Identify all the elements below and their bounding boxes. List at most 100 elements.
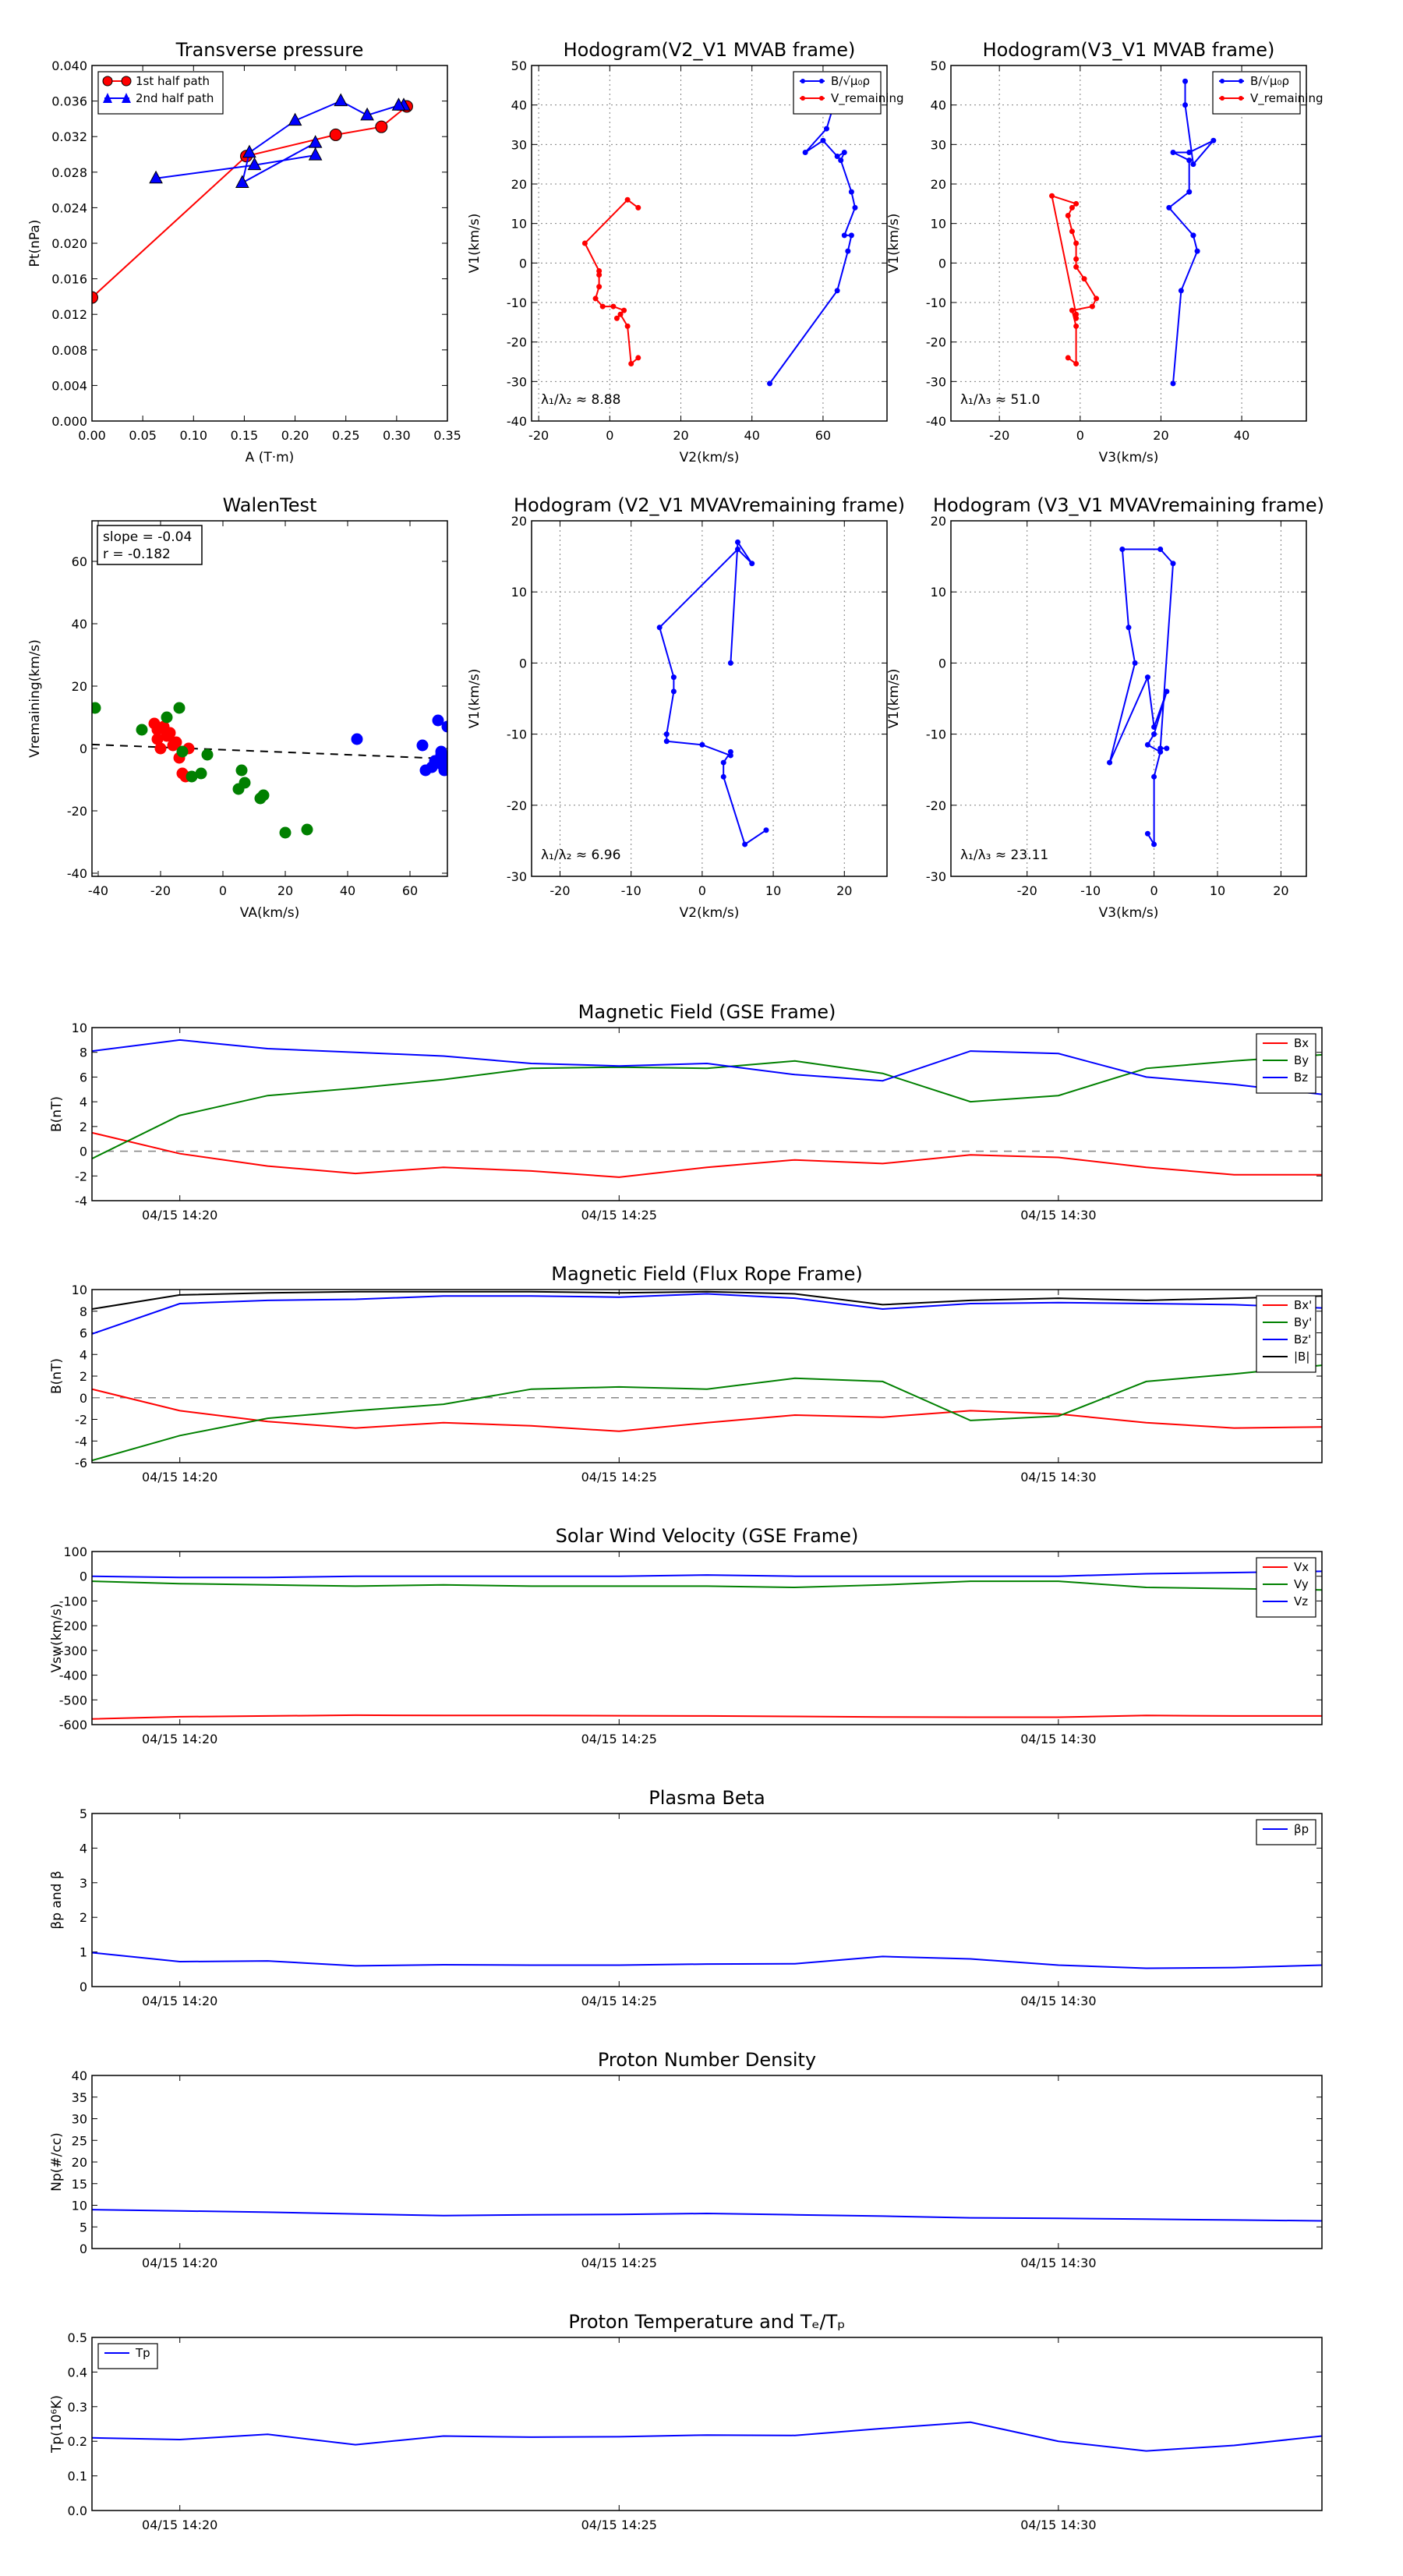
x-tick-label: 20 <box>277 883 293 898</box>
series-pt-0 <box>92 2421 1322 2452</box>
data-point <box>247 157 262 171</box>
data-point <box>1073 240 1080 246</box>
axes-frame <box>531 65 888 422</box>
x-tick-label: 40 <box>340 883 355 898</box>
x-tick-label: 0 <box>1076 428 1084 443</box>
data-point <box>617 311 624 317</box>
data-point <box>1186 189 1193 195</box>
legend-label: V_remaining <box>1250 91 1323 106</box>
plot-area <box>92 1951 1322 1969</box>
series-line <box>92 1039 1322 1095</box>
series-line <box>92 1293 1322 1335</box>
data-point <box>838 157 844 164</box>
series-mf-2 <box>92 1039 1322 1095</box>
data-point <box>852 204 858 211</box>
y-tick-label: 40 <box>72 617 87 632</box>
y-tick-label: 0.0 <box>68 2503 87 2518</box>
data-point <box>727 752 733 759</box>
series-line <box>92 1570 1322 1579</box>
series-wt-1 <box>92 702 313 839</box>
annotation-box <box>97 525 203 565</box>
x-tick-label: 04/15 14:20 <box>142 1732 217 1746</box>
legend-marker <box>103 93 112 103</box>
data-point <box>1151 724 1157 730</box>
data-point <box>720 773 726 780</box>
series-h2-0 <box>1166 78 1217 387</box>
data-point <box>592 295 599 302</box>
data-point <box>621 307 627 313</box>
x-tick-label: -40 <box>88 883 108 898</box>
axes-frame <box>91 1027 1323 1201</box>
series-h4-0 <box>1107 546 1176 847</box>
y-tick-label: 8 <box>80 1046 87 1060</box>
x-tick-label: 0 <box>606 428 613 443</box>
y-tick-label: -2 <box>75 1169 87 1184</box>
chart-title: Hodogram(V3_V1 MVAB frame) <box>983 39 1275 61</box>
legend: Bx' By' Bz' |B| <box>1256 1295 1316 1373</box>
y-tick-label: -6 <box>75 1456 87 1470</box>
x-axis-label: A (T·m) <box>246 450 295 465</box>
x-axis-label: VA(km/s) <box>240 905 299 921</box>
y-axis-label: B(nT) <box>49 1096 65 1132</box>
plot-area <box>92 1290 1322 1462</box>
x-tick-label: -20 <box>1017 883 1037 898</box>
series-line <box>1051 194 1097 366</box>
annotation-text: λ₁/λ₃ ≈ 23.11 <box>960 847 1048 863</box>
x-tick-label: 0.10 <box>179 428 207 443</box>
data-point <box>1182 78 1189 84</box>
data-point <box>235 764 248 777</box>
y-axis-label: Np(#/cc) <box>49 2132 65 2191</box>
data-point <box>749 561 755 567</box>
legend-box <box>1256 1295 1316 1373</box>
chart-h2: Hodogram(V3_V1 MVAB frame) -40 -30 -20 -10 0 1… <box>886 39 1323 465</box>
x-tick-label: -10 <box>1080 883 1101 898</box>
data-point <box>1166 204 1172 211</box>
legend-marker <box>122 93 131 103</box>
y-tick-label: 50 <box>931 58 946 73</box>
x-tick-label: 04/15 14:25 <box>581 2518 657 2532</box>
y-tick-label: -20 <box>67 804 87 819</box>
data-point <box>1186 157 1193 164</box>
annotation-text: λ₁/λ₃ ≈ 51.0 <box>960 392 1040 408</box>
data-point <box>201 748 214 761</box>
y-tick-label: 1 <box>80 1945 87 1960</box>
y-tick-label: 20 <box>511 177 527 192</box>
y-tick-label: 8 <box>80 1304 87 1319</box>
data-point <box>1132 660 1138 666</box>
x-tick-label: 20 <box>673 428 688 443</box>
legend-label: Bx' <box>1294 1298 1312 1312</box>
data-point <box>1210 137 1217 143</box>
y-tick-label: -20 <box>507 335 527 350</box>
series-line <box>92 1580 1322 1591</box>
data-point <box>1144 830 1150 837</box>
data-point <box>288 112 302 126</box>
y-tick-label: -30 <box>507 869 527 884</box>
x-tick-label: 60 <box>815 428 831 443</box>
legend: Vx Vy Vz <box>1256 1557 1316 1618</box>
data-point <box>1073 200 1080 207</box>
data-point <box>257 789 270 801</box>
data-point <box>596 272 603 278</box>
data-point <box>1065 213 1071 219</box>
data-point <box>610 303 617 310</box>
y-tick-label: 0.5 <box>68 2330 87 2345</box>
data-point <box>1073 361 1080 367</box>
y-axis-label: Vremaining(km/s) <box>27 639 43 758</box>
series-line <box>92 1131 1322 1178</box>
y-axis-label: V1(km/s) <box>467 669 482 729</box>
x-tick-label: 0 <box>1150 883 1157 898</box>
legend-marker <box>800 96 805 101</box>
annotation-text: λ₁/λ₂ ≈ 6.96 <box>541 847 620 863</box>
y-axis-label: V1(km/s) <box>467 214 482 274</box>
y-axis-label: V1(km/s) <box>886 669 902 729</box>
legend-label: Vx <box>1294 1560 1309 1574</box>
y-tick-label: 15 <box>72 2177 87 2192</box>
data-point <box>186 770 198 783</box>
y-tick-label: -30 <box>926 374 946 389</box>
data-point <box>599 303 606 310</box>
data-point <box>1151 773 1157 780</box>
data-point <box>1107 759 1113 766</box>
y-tick-label: 0.028 <box>51 165 87 180</box>
x-tick-label: 04/15 14:25 <box>581 2256 657 2270</box>
chart-tp: Transverse pressure 0.000 0.004 0.008 0.012 0… <box>27 39 461 465</box>
